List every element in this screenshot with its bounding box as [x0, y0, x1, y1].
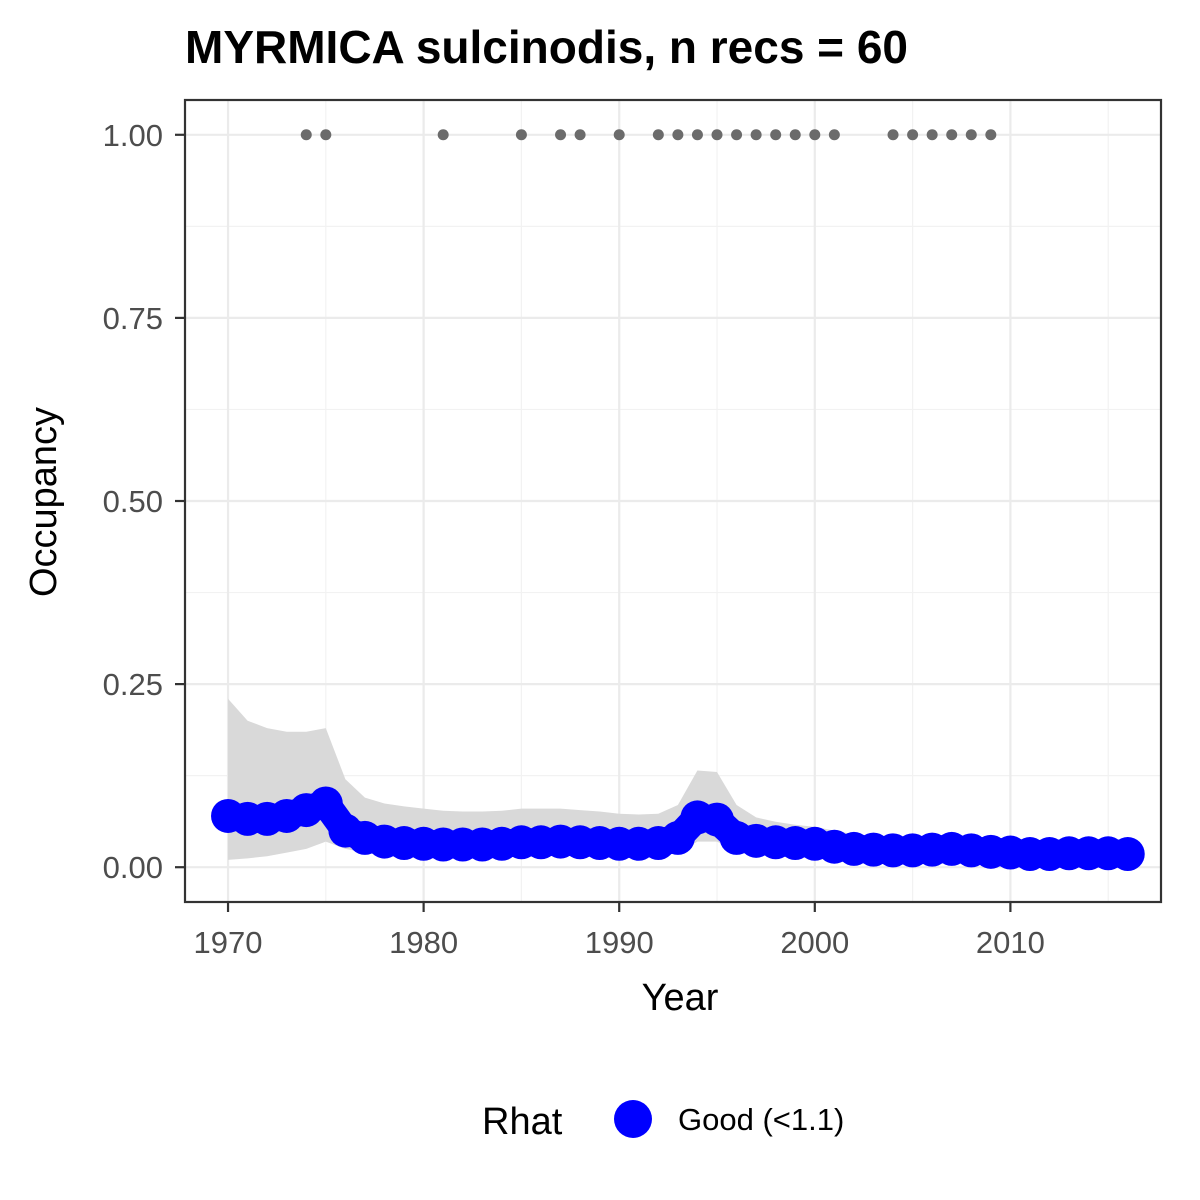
legend-key-good: [614, 1100, 652, 1138]
y-axis-title: Occupancy: [23, 407, 65, 597]
record-point: [555, 129, 567, 141]
record-point: [965, 129, 977, 141]
x-axis-title: Year: [642, 977, 719, 1019]
x-tick-label: 1990: [585, 925, 654, 960]
x-tick-label: 1970: [194, 925, 263, 960]
credible-interval-ribbon: [228, 698, 1128, 861]
chart-title: MYRMICA sulcinodis, n recs = 60: [185, 21, 908, 73]
record-point: [691, 129, 703, 141]
record-point: [926, 129, 938, 141]
record-point: [887, 129, 899, 141]
y-tick-label: 0.75: [103, 301, 163, 336]
legend-title: Rhat: [482, 1101, 563, 1143]
record-point: [652, 129, 664, 141]
record-point: [946, 129, 958, 141]
record-point: [770, 129, 782, 141]
legend-label-good: Good (<1.1): [678, 1102, 844, 1137]
estimate-point: [1110, 837, 1145, 872]
credible-interval-layer: [228, 698, 1128, 861]
x-axis: 1970 1980 1990 2000 2010: [194, 902, 1045, 960]
record-point: [731, 129, 743, 141]
y-tick-label: 0.25: [103, 667, 163, 702]
record-point: [750, 129, 762, 141]
records-layer: [300, 129, 997, 141]
record-point: [320, 129, 332, 141]
estimate-layer: [211, 786, 1145, 872]
record-point: [789, 129, 801, 141]
x-tick-label: 2000: [780, 925, 849, 960]
record-point: [711, 129, 723, 141]
record-point: [437, 129, 449, 141]
y-tick-label: 1.00: [103, 118, 163, 153]
y-tick-label: 0.00: [103, 850, 163, 885]
record-point: [574, 129, 586, 141]
record-point: [907, 129, 919, 141]
record-point: [985, 129, 997, 141]
legend: Rhat Good (<1.1): [482, 1100, 844, 1143]
record-point: [300, 129, 312, 141]
record-point: [828, 129, 840, 141]
y-tick-label: 0.50: [103, 484, 163, 519]
record-point: [809, 129, 821, 141]
record-point: [672, 129, 684, 141]
x-tick-label: 1980: [389, 925, 458, 960]
record-point: [613, 129, 625, 141]
record-point: [515, 129, 527, 141]
x-tick-label: 2010: [976, 925, 1045, 960]
estimate-point: [308, 786, 343, 821]
y-axis: 0.00 0.25 0.50 0.75 1.00: [103, 118, 185, 885]
